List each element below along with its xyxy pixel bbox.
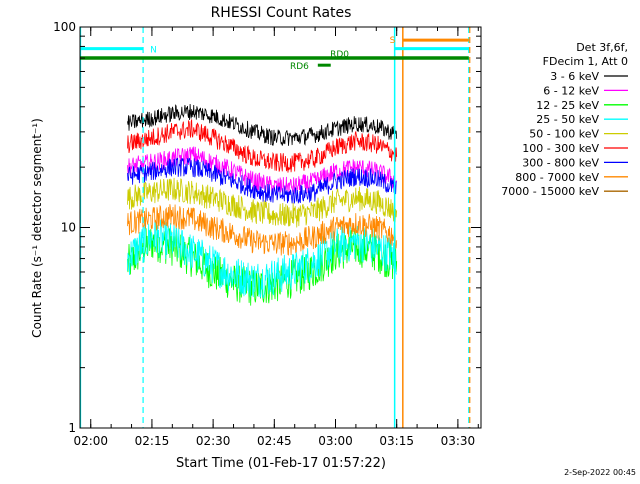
- x-tick-label: 02:15: [135, 434, 170, 448]
- x-tick-label: 02:45: [257, 434, 292, 448]
- series-line-300to800keV: [127, 157, 397, 204]
- annotation-rd0: RD0: [330, 50, 349, 60]
- series-line-25to50keV: [127, 219, 398, 299]
- legend-header-line-1: Det 3f,6f,: [576, 41, 628, 54]
- series-line-50to100keV: [127, 177, 398, 228]
- plot-frame: [79, 26, 482, 429]
- legend-label: 25 - 50 keV: [536, 113, 599, 126]
- legend-label: 6 - 12 keV: [543, 84, 599, 97]
- legend-label: 3 - 6 keV: [550, 70, 599, 83]
- legend-label: 100 - 300 keV: [522, 142, 599, 155]
- legend-label: 800 - 7000 keV: [515, 171, 599, 184]
- x-axis-label: Start Time (01-Feb-17 01:57:22): [176, 456, 386, 471]
- x-tick-label: 02:30: [196, 434, 231, 448]
- y-tick-label: 1: [68, 421, 76, 435]
- series-line-100to300keV: [127, 119, 398, 173]
- y-tick-label: 10: [61, 221, 76, 235]
- plot-layer: N RD0 RD6 S: [79, 27, 471, 428]
- x-tick-label: 03:15: [379, 434, 414, 448]
- legend-label: 50 - 100 keV: [529, 128, 599, 141]
- annotation-rd6: RD6: [290, 62, 309, 72]
- legend-label: 12 - 25 keV: [536, 99, 599, 112]
- date-stamp: 2-Sep-2022 00:45: [564, 468, 636, 477]
- legend-header-line-2: FDecim 1, Att 0: [543, 55, 628, 68]
- annotation-n: N: [150, 46, 157, 56]
- x-tick-label: 03:30: [441, 434, 476, 448]
- legend-label: 300 - 800 keV: [522, 156, 599, 169]
- series-line-6to12keV: [127, 146, 398, 195]
- x-tick-label: 03:00: [318, 434, 353, 448]
- annotation-s: S: [390, 36, 396, 46]
- y-axis-label: Count Rate (s⁻¹ detector segment⁻¹): [30, 118, 44, 338]
- y-tick-label: 100: [53, 20, 76, 34]
- series-line-3to6keV: [127, 104, 398, 147]
- axes-layer: 1 10 100 02:00 02:15 02:30 02:45 03:00 03:15 03:3…: [53, 20, 482, 448]
- x-tick-label: 02:00: [73, 434, 108, 448]
- legend-label: 7000 - 15000 keV: [501, 185, 599, 198]
- chart-title: RHESSI Count Rates: [211, 5, 352, 21]
- series-line-800to7000keV: [127, 204, 398, 256]
